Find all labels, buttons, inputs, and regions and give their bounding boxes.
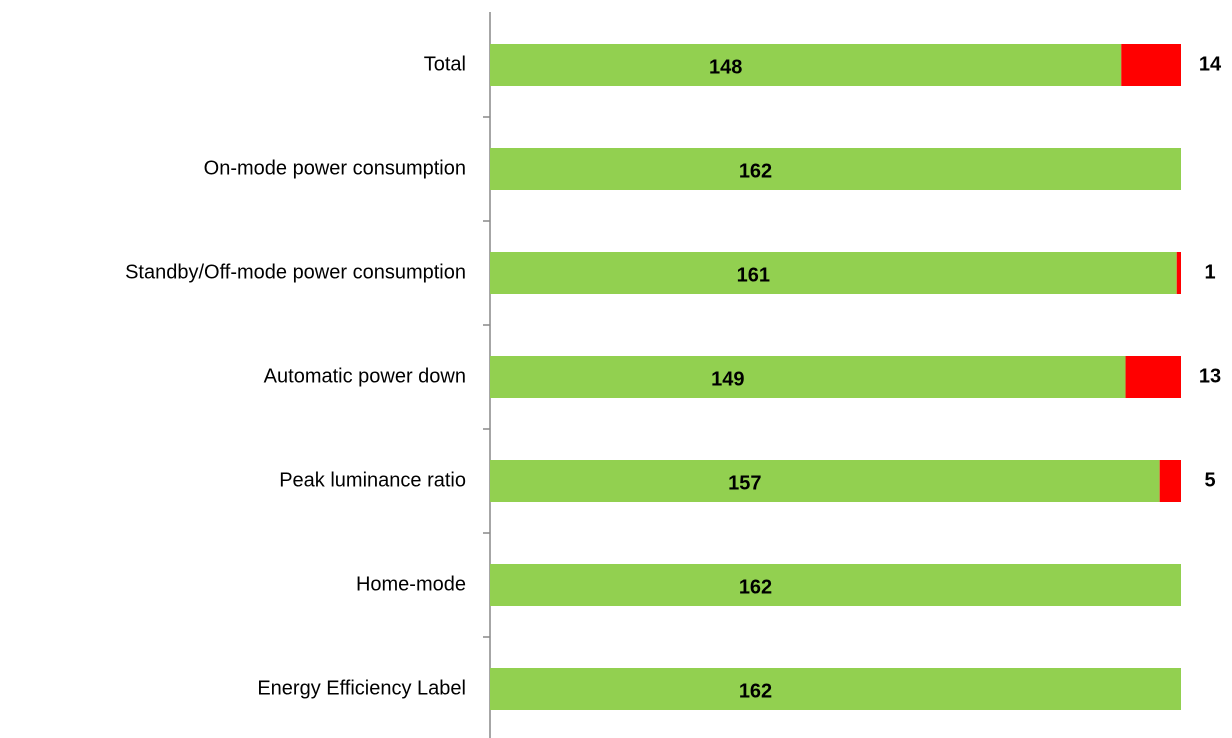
bar-segment xyxy=(490,148,1181,190)
bar-segment xyxy=(490,668,1181,710)
y-tick-label: Energy Efficiency Label xyxy=(257,677,466,699)
data-label: 162 xyxy=(739,680,772,702)
bar-segment xyxy=(490,252,1177,294)
data-label: 162 xyxy=(739,160,772,182)
bar-segment xyxy=(490,460,1160,502)
bar-segment xyxy=(490,564,1181,606)
data-label: 13 xyxy=(1199,365,1221,387)
data-label: 157 xyxy=(728,472,761,494)
y-tick-label: Total xyxy=(424,53,466,75)
data-label: 5 xyxy=(1204,469,1215,491)
data-label: 161 xyxy=(737,264,770,286)
bar-segment xyxy=(490,44,1122,86)
data-label: 14 xyxy=(1199,53,1222,75)
bar-segment xyxy=(1121,44,1181,86)
data-label: 148 xyxy=(709,56,742,78)
bar-segment xyxy=(1125,356,1181,398)
bar-segment xyxy=(1159,460,1181,502)
data-label: 149 xyxy=(711,368,744,390)
y-tick-label: Peak luminance ratio xyxy=(279,469,466,491)
data-label: 1 xyxy=(1204,261,1215,283)
y-tick-label: Home-mode xyxy=(356,573,466,595)
bar-segment xyxy=(1176,252,1181,294)
y-tick-label: On-mode power consumption xyxy=(204,157,466,179)
y-tick-label: Standby/Off-mode power consumption xyxy=(125,261,466,283)
y-tick-label: Automatic power down xyxy=(264,365,466,387)
bar-segment xyxy=(490,356,1126,398)
data-label: 162 xyxy=(739,576,772,598)
